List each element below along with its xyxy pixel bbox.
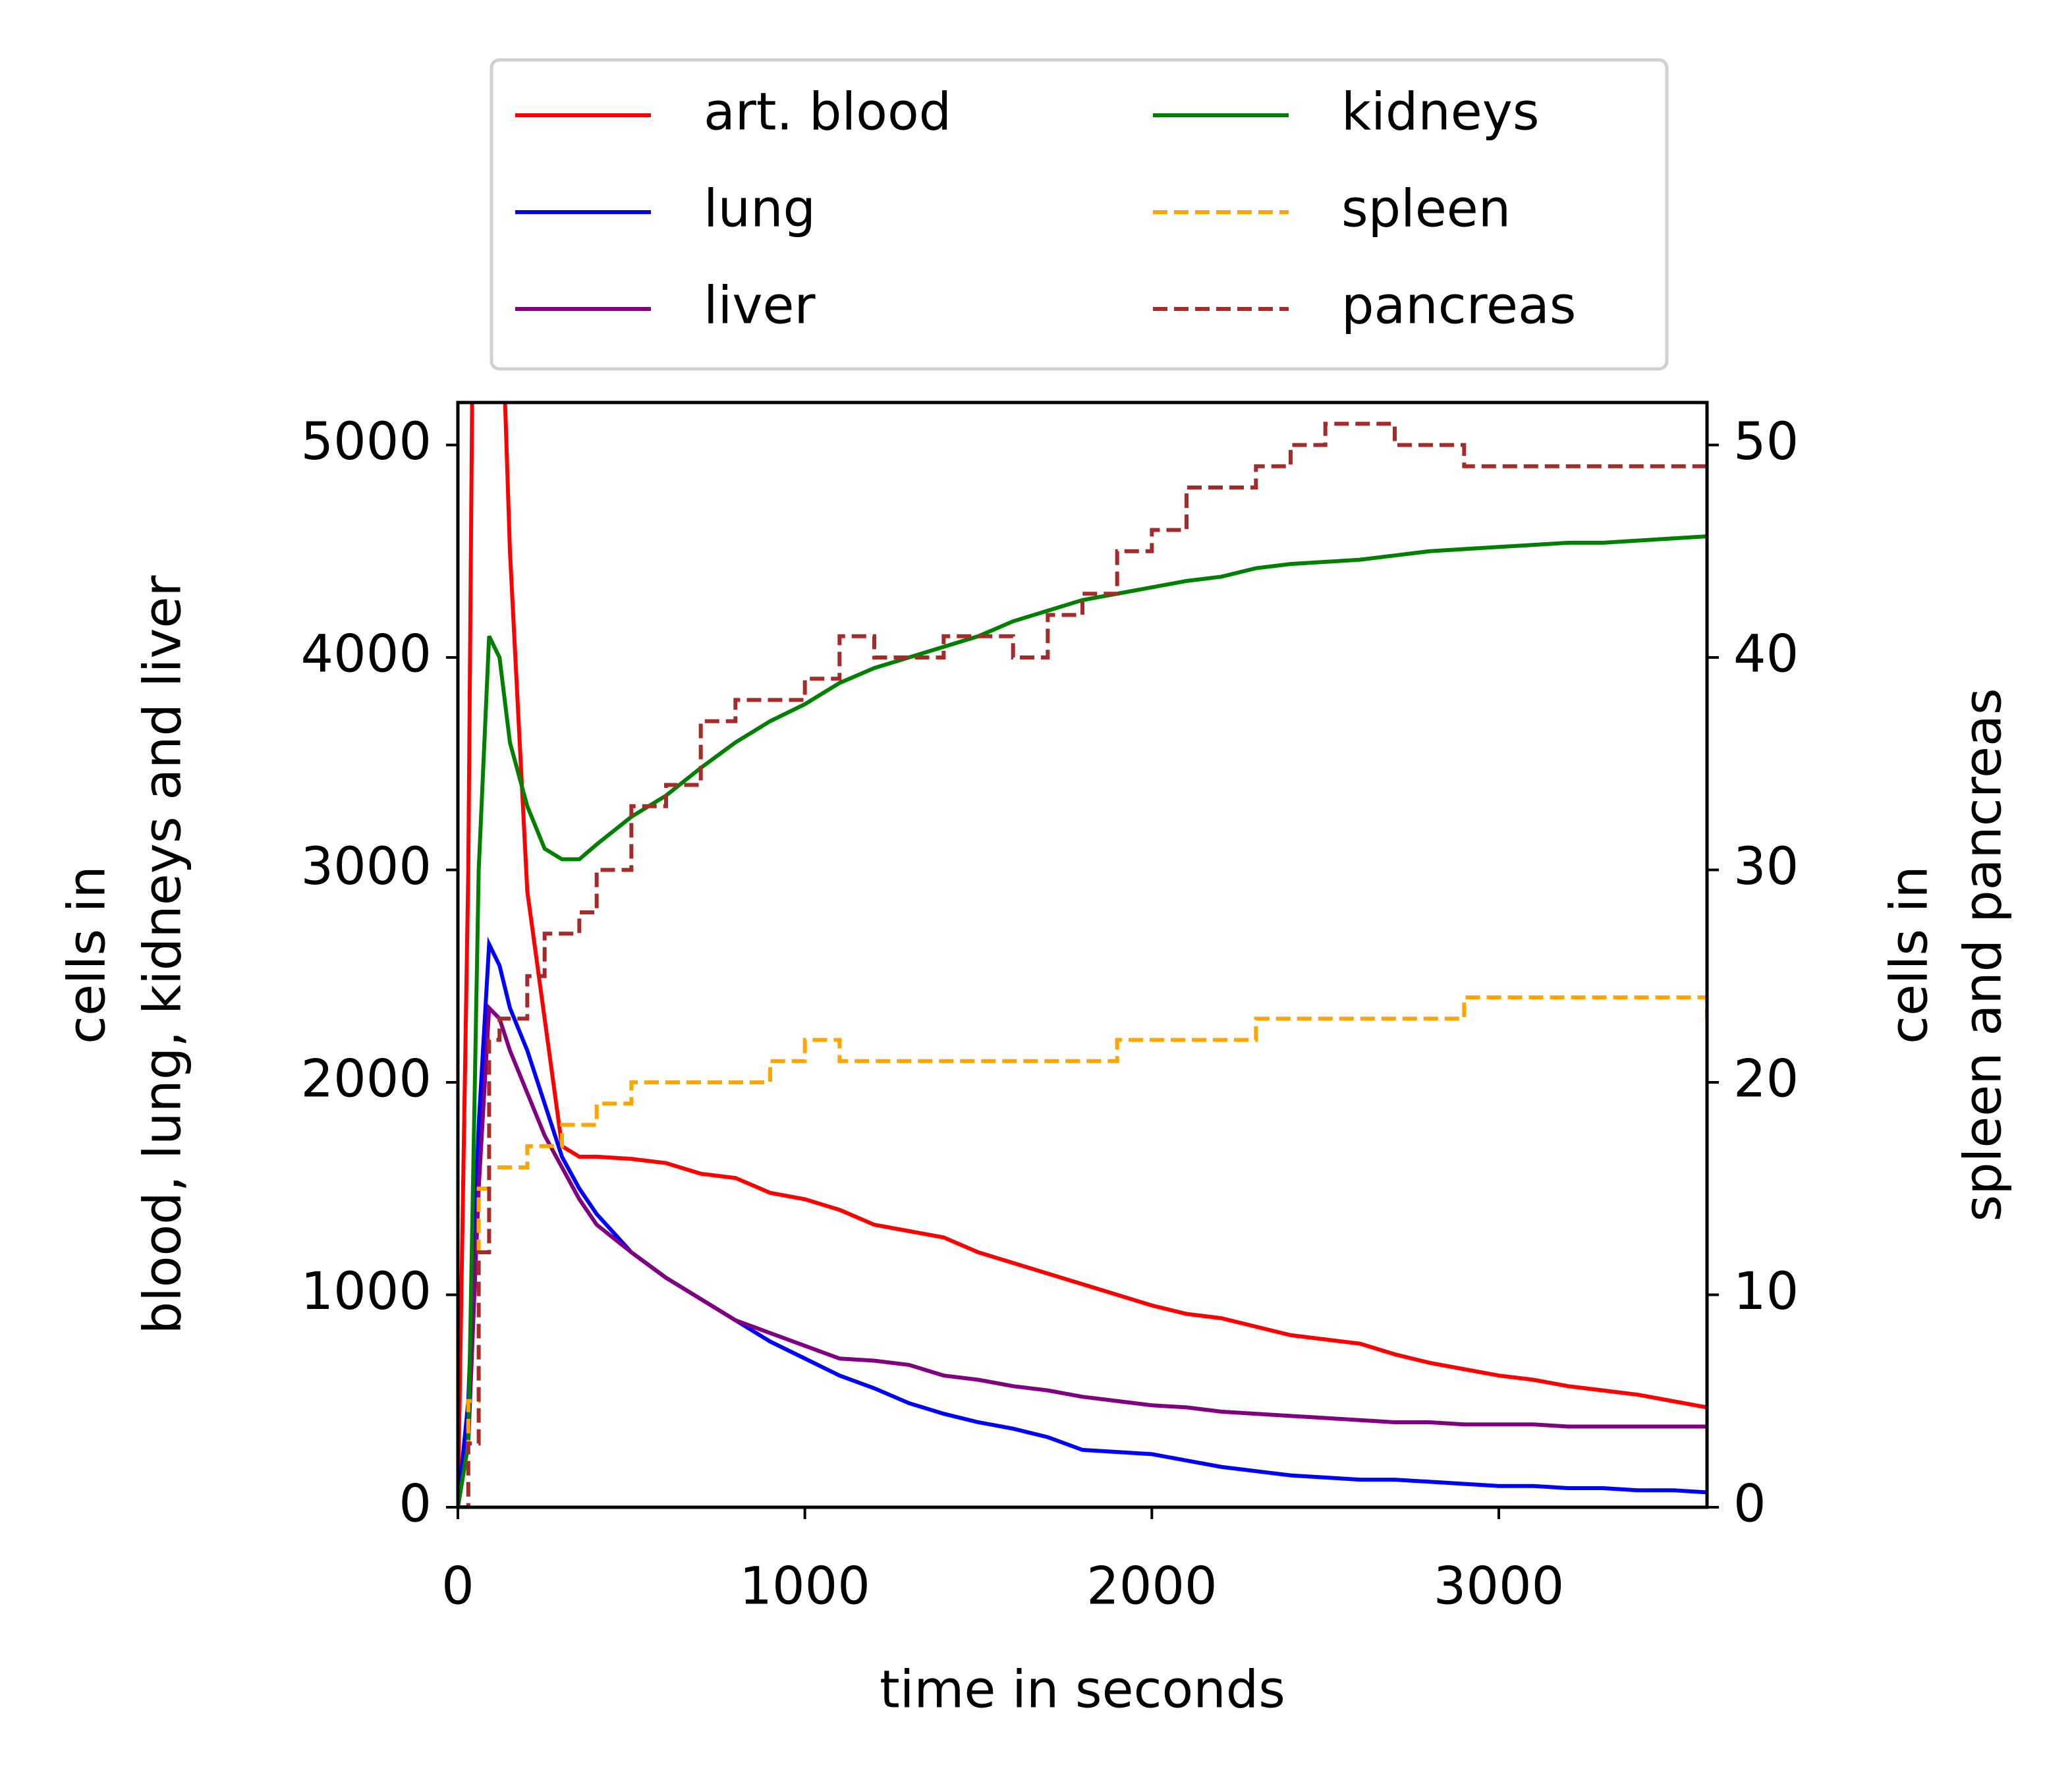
legend-label: kidneys [1341, 82, 1540, 142]
data-line [458, 422, 1707, 1507]
y2-tick-label: 50 [1733, 412, 1799, 472]
legend-label: pancreas [1341, 276, 1576, 335]
y2-axis-label: spleen and pancreas [1953, 688, 2013, 1222]
y2-tick-label: 10 [1733, 1262, 1799, 1321]
y2-tick-label: 20 [1733, 1049, 1799, 1109]
y-tick-label: 0 [399, 1474, 432, 1534]
x-tick-label: 3000 [1434, 1557, 1565, 1616]
y2-tick-label: 0 [1733, 1474, 1766, 1534]
y-tick-label: 2000 [300, 1049, 432, 1109]
x-axis-label: time in seconds [880, 1660, 1285, 1719]
plot-lines [458, 403, 1707, 1507]
legend-label: art. blood [704, 82, 951, 142]
y-tick-label: 1000 [300, 1262, 432, 1321]
legend: art. blood lung liver kidneys spleen pancreas [490, 58, 1669, 371]
y-tick-label: 3000 [300, 837, 432, 897]
legend-label: lung [704, 179, 816, 238]
x-tick-label: 0 [441, 1557, 474, 1616]
legend-label: spleen [1341, 179, 1511, 238]
y-tick-label: 4000 [300, 625, 432, 684]
y-axis-label: blood, lung, kidneys and liver [133, 575, 192, 1335]
x-tick-label: 1000 [739, 1557, 870, 1616]
plot-frame [456, 401, 1709, 1509]
legend-frame [490, 58, 1669, 371]
y2-tick-label: 30 [1733, 837, 1799, 897]
data-line [458, 403, 1707, 1507]
data-line [458, 995, 1707, 1507]
y2-tick-label: 40 [1733, 625, 1799, 684]
data-line [458, 1003, 1707, 1507]
x-tick-label: 2000 [1086, 1557, 1218, 1616]
legend-label: liver [704, 276, 816, 335]
y-axis-label: cells in [57, 866, 117, 1044]
y2-axis-label: cells in [1880, 866, 1939, 1044]
y-tick-label: 5000 [300, 412, 432, 472]
data-line [458, 936, 1707, 1507]
